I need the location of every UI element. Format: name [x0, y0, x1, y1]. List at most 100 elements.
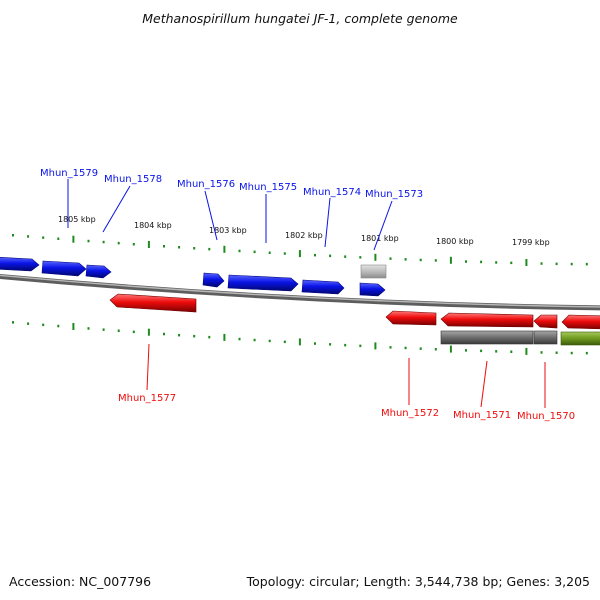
leader-line: [146, 343, 150, 391]
minor-tick: [389, 346, 392, 349]
position-label-1803: 1803 kbp: [209, 226, 247, 235]
leader-line: [480, 360, 488, 408]
forward-strand-genes: [0, 256, 387, 297]
minor-tick: [359, 344, 362, 348]
minor-tick: [283, 340, 286, 344]
minor-tick: [12, 234, 14, 237]
major-tick: [223, 333, 226, 341]
leader-line: [373, 200, 393, 251]
minor-tick: [193, 334, 196, 338]
major-tick: [147, 328, 150, 336]
minor-tick: [27, 235, 30, 238]
gene-label-mhun-1571[interactable]: Mhun_1571: [453, 410, 511, 421]
leader-line: [324, 197, 331, 248]
tick-track-top: [12, 234, 588, 266]
major-tick: [298, 338, 301, 346]
gene-feature-mhun-1570[interactable]: [533, 314, 558, 329]
minor-tick: [208, 335, 211, 339]
major-tick: [298, 250, 301, 258]
minor-tick: [253, 250, 256, 254]
minor-tick: [329, 343, 332, 346]
position-label-1800: 1800 kbp: [436, 237, 474, 246]
minor-tick: [510, 350, 513, 353]
minor-tick: [163, 332, 165, 336]
minor-tick: [434, 348, 437, 351]
minor-tick: [178, 333, 181, 337]
minor-tick: [510, 261, 513, 265]
minor-tick: [178, 246, 181, 249]
position-label-1801: 1801 kbp: [361, 234, 399, 243]
minor-tick: [344, 343, 347, 347]
minor-tick: [344, 255, 347, 258]
map-title: Methanospirillum hungatei JF-1, complete…: [142, 11, 458, 26]
leader-line: [102, 185, 131, 233]
gene-feature-grey[interactable]: [533, 330, 558, 345]
reverse-strand-genes: [109, 293, 600, 346]
gene-label-mhun-1575[interactable]: Mhun_1575: [239, 182, 297, 193]
minor-tick: [419, 258, 422, 262]
minor-tick: [570, 351, 573, 355]
gene-feature-grey[interactable]: [440, 330, 534, 345]
minor-tick: [434, 259, 437, 262]
gene-feature-mhun-1571[interactable]: [440, 312, 534, 328]
minor-tick: [27, 322, 30, 325]
minor-tick: [102, 328, 105, 331]
gene-feature-mhun-1578[interactable]: [85, 264, 112, 279]
minor-tick: [555, 351, 558, 354]
minor-tick: [57, 324, 60, 328]
gene-label-mhun-1579[interactable]: Mhun_1579: [40, 168, 98, 179]
minor-tick: [389, 257, 392, 260]
minor-tick: [208, 247, 211, 251]
gene-label-mhun-1577[interactable]: Mhun_1577: [118, 393, 176, 404]
minor-tick: [117, 241, 120, 245]
major-tick: [72, 323, 75, 330]
gene-label-mhun-1570[interactable]: Mhun_1570: [517, 411, 575, 422]
position-label-1804: 1804 kbp: [134, 221, 172, 230]
gene-label-mhun-1573[interactable]: Mhun_1573: [365, 189, 423, 200]
minor-tick: [404, 258, 407, 261]
major-tick: [72, 235, 75, 243]
gene-label-mhun-1576[interactable]: Mhun_1576: [177, 179, 235, 190]
minor-tick: [314, 253, 316, 257]
topology-summary: Topology: circular; Length: 3,544,738 bp…: [246, 574, 590, 589]
minor-tick: [465, 260, 467, 263]
gene-feature-mhun-1576[interactable]: [202, 272, 225, 288]
gene-feature-mhun-1574[interactable]: [301, 279, 345, 295]
major-tick: [374, 253, 377, 261]
minor-tick: [117, 329, 120, 332]
gene-feature-mhun-1572[interactable]: [385, 310, 437, 326]
minor-tick: [87, 327, 90, 330]
minor-tick: [585, 262, 588, 266]
gene-feature-forward[interactable]: [0, 256, 40, 272]
gene-label-mhun-1572[interactable]: Mhun_1572: [381, 408, 439, 419]
minor-tick: [102, 240, 105, 244]
major-tick: [147, 241, 150, 248]
minor-tick: [540, 351, 543, 354]
gene-feature-mhun-1577[interactable]: [109, 293, 197, 313]
major-tick: [525, 259, 528, 266]
gene-feature-olive[interactable]: [560, 331, 600, 346]
minor-tick: [495, 261, 498, 264]
minor-tick: [238, 337, 241, 341]
minor-tick: [132, 243, 135, 246]
minor-tick: [268, 251, 271, 254]
minor-tick: [480, 349, 483, 353]
gene-feature-light-grey[interactable]: [360, 264, 387, 279]
bottom-gene-labels: Mhun_1577 Mhun_1572 Mhun_1571 Mhun_1570: [118, 343, 575, 422]
accession-text: Accession: NC_007796: [9, 574, 152, 589]
gene-label-mhun-1574[interactable]: Mhun_1574: [303, 187, 361, 198]
top-gene-labels: Mhun_1579 Mhun_1578 Mhun_1576 Mhun_1575 …: [40, 168, 423, 251]
minor-tick: [540, 262, 543, 265]
minor-tick: [495, 350, 498, 353]
position-label-1802: 1802 kbp: [285, 231, 323, 240]
gene-feature-reverse[interactable]: [561, 314, 600, 330]
gene-feature-mhun-1573[interactable]: [359, 282, 386, 297]
gene-feature-mhun-1575[interactable]: [227, 274, 299, 292]
gene-label-mhun-1578[interactable]: Mhun_1578: [104, 174, 162, 185]
minor-tick: [314, 342, 316, 345]
minor-tick: [57, 237, 60, 240]
gene-feature-mhun-1579[interactable]: [41, 260, 87, 277]
major-tick: [374, 342, 377, 350]
major-tick: [525, 347, 528, 355]
minor-tick: [283, 252, 286, 255]
